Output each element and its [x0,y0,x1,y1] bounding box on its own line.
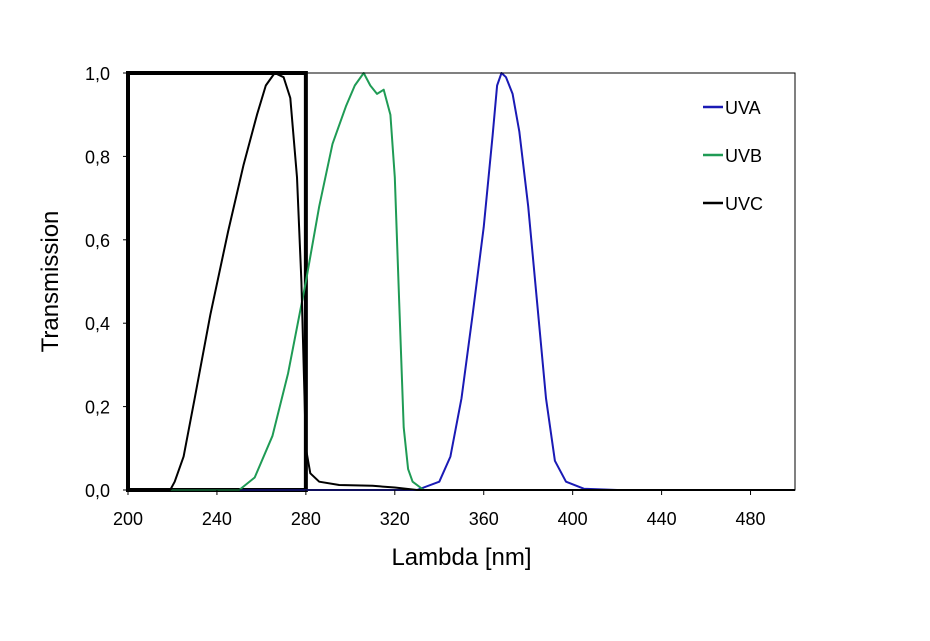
x-tick-label: 480 [736,509,766,529]
plot-area-frame [127,72,796,491]
series-line-uvc [128,72,795,491]
x-tick-label: 320 [380,509,410,529]
series-layer [128,72,795,491]
x-axis-title: Lambda [nm] [391,544,531,571]
y-tick-label: 1,0 [85,64,110,84]
x-tick-label: 360 [469,509,499,529]
y-tick-label: 0,6 [85,231,110,251]
series-line-uva [128,72,795,491]
legend-label-uvc: UVC [725,194,763,214]
x-tick-label: 280 [291,509,321,529]
y-tick-label: 0,4 [85,314,110,334]
legend-label-uvb: UVB [725,146,762,166]
y-tick-label: 0,8 [85,147,110,167]
y-tick-label: 0,2 [85,398,110,418]
axis-ticks: 200 240 280 320 360 400 440 480 0,0 0,2 0,4 0,6 0,8 1… [85,64,766,529]
legend: UVA UVB UVC [703,98,763,214]
x-tick-label: 240 [202,509,232,529]
x-tick-label: 440 [647,509,677,529]
legend-label-uva: UVA [725,98,761,118]
x-tick-label: 200 [113,509,143,529]
y-axis-title: Transmission [37,211,64,353]
x-tick-label: 400 [558,509,588,529]
y-tick-label: 0,0 [85,481,110,501]
series-line-uvb [128,72,795,491]
